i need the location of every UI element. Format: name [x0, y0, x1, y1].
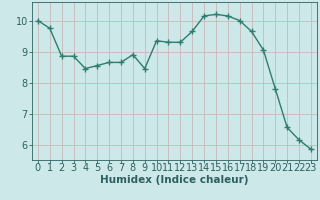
X-axis label: Humidex (Indice chaleur): Humidex (Indice chaleur) — [100, 175, 249, 185]
